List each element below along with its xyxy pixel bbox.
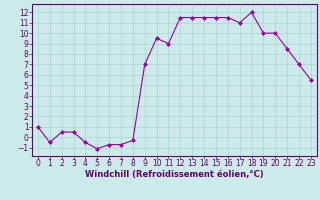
X-axis label: Windchill (Refroidissement éolien,°C): Windchill (Refroidissement éolien,°C): [85, 170, 264, 179]
